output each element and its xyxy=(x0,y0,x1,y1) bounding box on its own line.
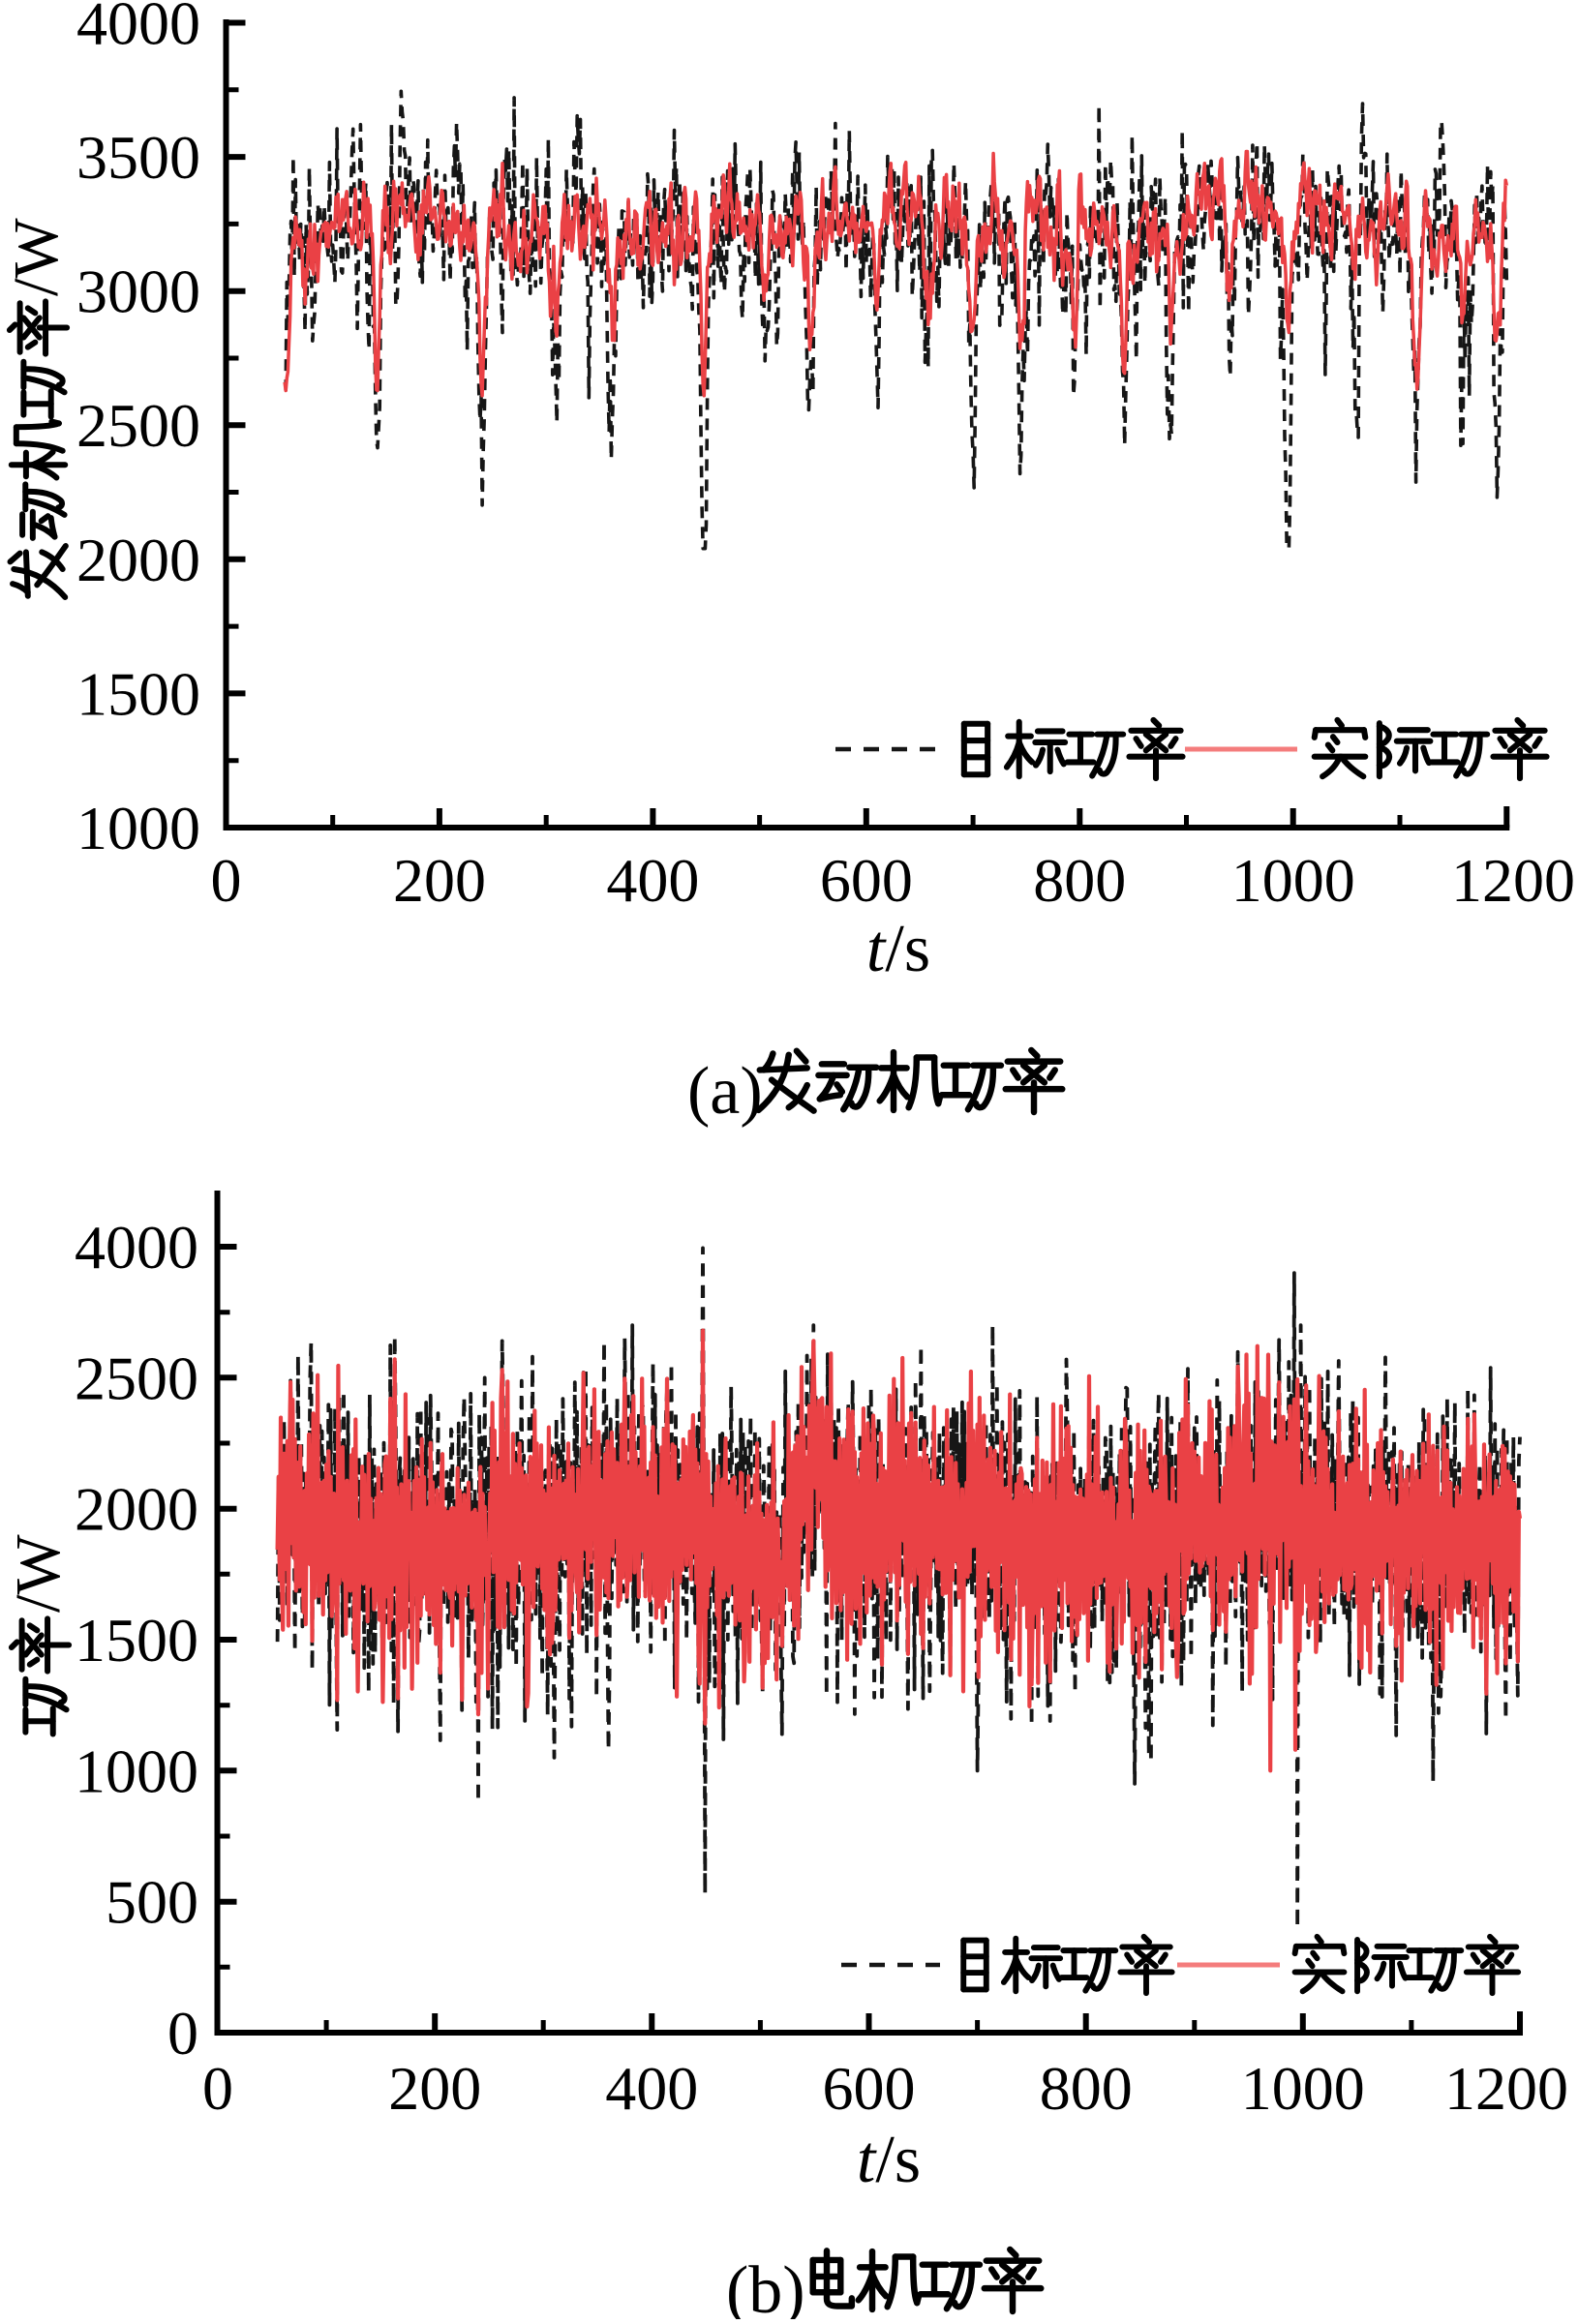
svg-text:/W: /W xyxy=(1,218,72,296)
svg-text:400: 400 xyxy=(606,846,699,915)
svg-text:800: 800 xyxy=(1033,846,1126,915)
svg-text:1000: 1000 xyxy=(1231,846,1355,915)
svg-text:t/s: t/s xyxy=(857,2123,921,2197)
svg-text:2000: 2000 xyxy=(76,526,200,594)
svg-text:(b): (b) xyxy=(726,2253,805,2319)
svg-text:2500: 2500 xyxy=(76,391,200,460)
svg-text:1000: 1000 xyxy=(1241,2054,1365,2123)
svg-text:4000: 4000 xyxy=(75,1213,198,1282)
svg-text:600: 600 xyxy=(820,846,913,915)
svg-text:800: 800 xyxy=(1040,2054,1133,2123)
svg-text:0: 0 xyxy=(211,846,242,915)
svg-text:3000: 3000 xyxy=(76,257,200,326)
svg-text:200: 200 xyxy=(393,846,486,915)
svg-text:(a): (a) xyxy=(687,1054,763,1129)
svg-text:0: 0 xyxy=(202,2054,233,2123)
svg-text:500: 500 xyxy=(106,1868,198,1937)
svg-text:1200: 1200 xyxy=(1444,2054,1568,2123)
svg-text:1000: 1000 xyxy=(75,1736,198,1805)
svg-text:1500: 1500 xyxy=(75,1606,198,1675)
svg-text:600: 600 xyxy=(823,2054,916,2123)
svg-text:1200: 1200 xyxy=(1451,846,1575,915)
svg-text:4000: 4000 xyxy=(76,0,200,58)
svg-text:t/s: t/s xyxy=(866,912,930,986)
svg-text:2500: 2500 xyxy=(75,1343,198,1412)
svg-text:1500: 1500 xyxy=(76,659,200,728)
svg-text:0: 0 xyxy=(167,1999,198,2067)
svg-text:400: 400 xyxy=(605,2054,698,2123)
svg-text:200: 200 xyxy=(388,2054,481,2123)
svg-text:2000: 2000 xyxy=(75,1475,198,1544)
svg-text:/W: /W xyxy=(3,1534,74,1613)
svg-text:1000: 1000 xyxy=(76,794,200,862)
svg-text:3500: 3500 xyxy=(76,123,200,192)
